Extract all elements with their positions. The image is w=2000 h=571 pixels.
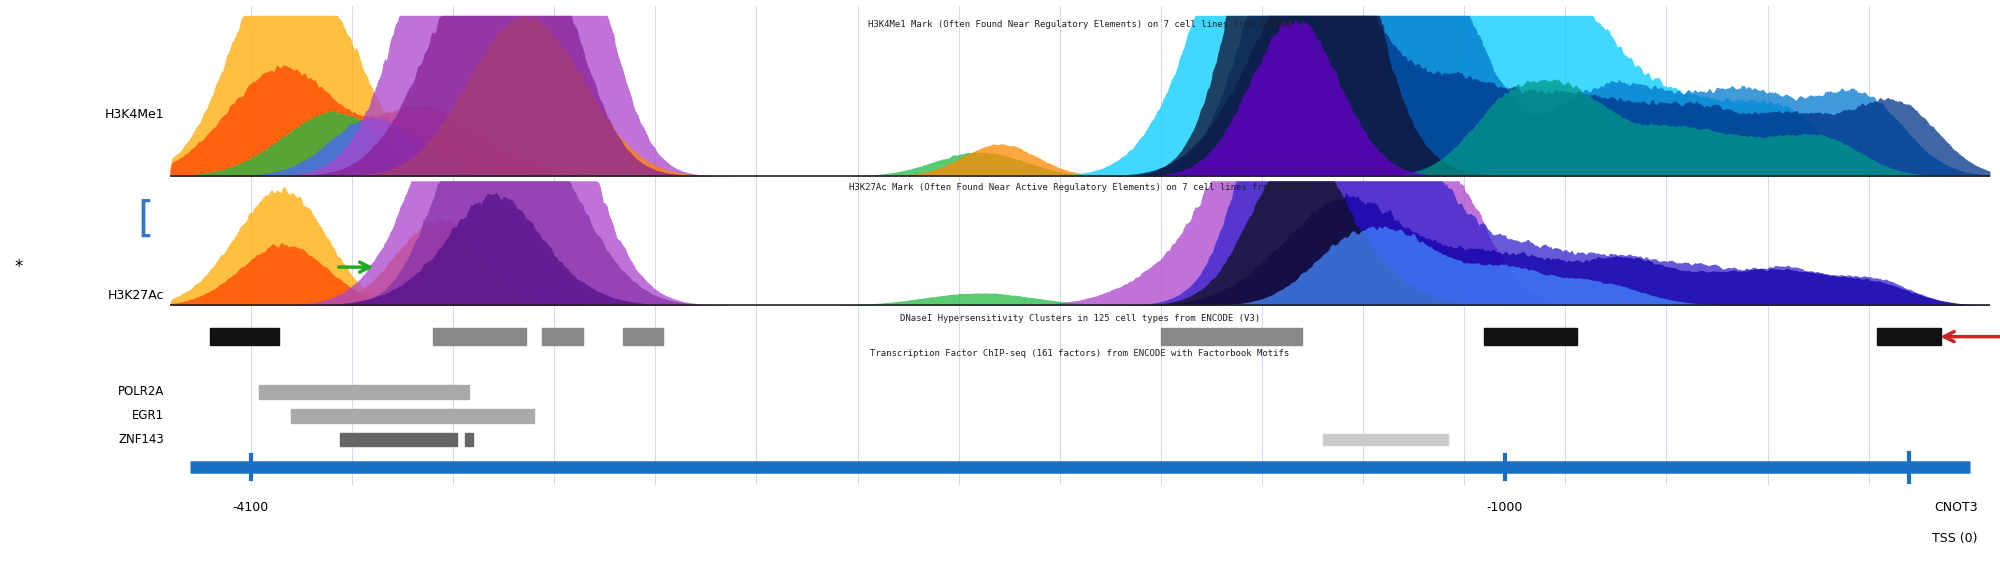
Bar: [542, 328, 582, 345]
Bar: [432, 328, 526, 345]
Bar: [258, 385, 470, 399]
Text: EGR1: EGR1: [132, 409, 164, 423]
Text: TSS (0): TSS (0): [1932, 532, 1978, 545]
Text: H3K27Ac Mark (Often Found Near Active Regulatory Elements) on 7 cell lines from : H3K27Ac Mark (Often Found Near Active Re…: [848, 183, 1312, 192]
Bar: [1876, 328, 1942, 345]
Text: POLR2A: POLR2A: [118, 385, 164, 399]
Text: GgggiILM: GgggiILM: [364, 387, 402, 396]
Bar: [340, 433, 458, 447]
Text: CNOT3: CNOT3: [1934, 501, 1978, 514]
Bar: [622, 328, 664, 345]
Bar: [292, 409, 534, 423]
Text: ZNF143: ZNF143: [118, 433, 164, 447]
Text: H3K4Me1: H3K4Me1: [104, 108, 164, 122]
Text: [: [: [138, 199, 154, 241]
Bar: [466, 433, 472, 447]
Text: DNaseI Hypersensitivity Clusters in 125 cell types from ENCODE (V3): DNaseI Hypersensitivity Clusters in 125 …: [900, 315, 1260, 323]
Text: H3K4Me1 Mark (Often Found Near Regulatory Elements) on 7 cell lines from ENCODE: H3K4Me1 Mark (Often Found Near Regulator…: [868, 20, 1292, 29]
Bar: [1484, 328, 1578, 345]
Text: H3K27Ac: H3K27Ac: [108, 289, 164, 303]
Text: -4100: -4100: [232, 501, 270, 514]
Text: Transcription Factor ChIP-seq (161 factors) from ENCODE with Factorbook Motifs: Transcription Factor ChIP-seq (161 facto…: [870, 349, 1290, 358]
Bar: [210, 328, 280, 345]
Bar: [1160, 328, 1302, 345]
Bar: [1322, 435, 1448, 445]
Text: *: *: [14, 258, 22, 276]
Text: -1000: -1000: [1486, 501, 1522, 514]
